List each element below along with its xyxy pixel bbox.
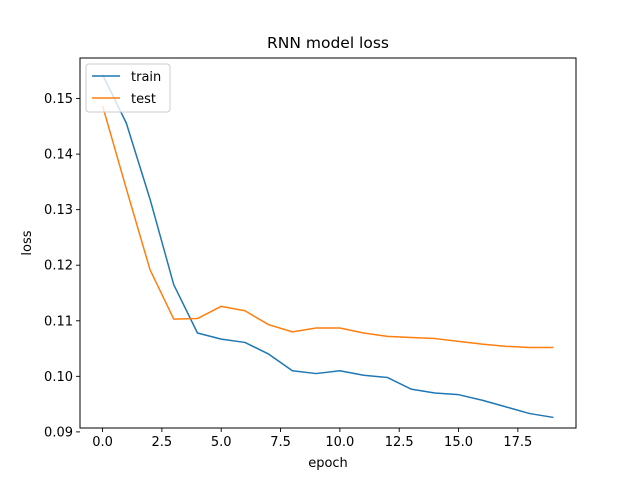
y-tick-label: 0.09 — [44, 425, 73, 440]
x-tick-label: 15.0 — [444, 435, 473, 450]
y-tick-label: 0.12 — [44, 259, 73, 274]
x-tick-label: 17.5 — [503, 435, 532, 450]
legend-label-train: train — [131, 70, 161, 85]
x-tick-label: 5.0 — [211, 435, 232, 450]
series-line-test — [101, 105, 554, 349]
y-tick-label: 0.14 — [44, 148, 73, 163]
axes-frame — [79, 57, 577, 429]
y-tick-label: 0.13 — [44, 203, 73, 218]
chart-title: RNN model loss — [267, 34, 389, 52]
x-tick-label: 0.0 — [92, 435, 113, 450]
plot-area — [101, 74, 554, 419]
y-tick-label: 0.10 — [44, 370, 73, 385]
x-axis-label: epoch — [308, 456, 348, 471]
x-tick-label: 12.5 — [385, 435, 414, 450]
x-tick-label: 7.5 — [270, 435, 291, 450]
legend: train test — [85, 63, 171, 113]
series-line-train — [101, 74, 554, 419]
y-tick-label: 0.11 — [44, 314, 73, 329]
legend-label-test: test — [131, 92, 156, 107]
x-tick-label: 2.5 — [152, 435, 173, 450]
y-axis-label: loss — [20, 230, 35, 255]
y-tick-label: 0.15 — [44, 92, 73, 107]
x-tick-label: 10.0 — [325, 435, 354, 450]
